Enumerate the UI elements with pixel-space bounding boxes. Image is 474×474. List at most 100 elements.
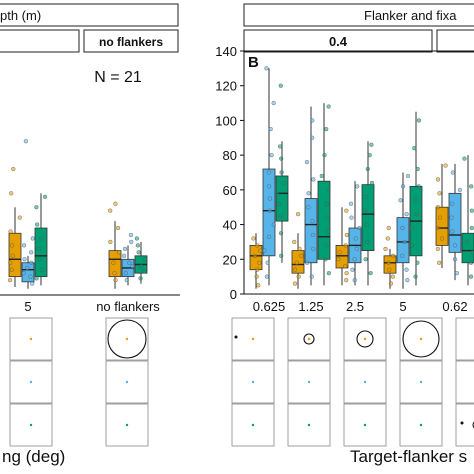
flanker-ring bbox=[402, 320, 440, 358]
data-point bbox=[450, 170, 455, 175]
stimulus-thumbnail bbox=[455, 403, 474, 447]
fixation-dot bbox=[419, 423, 423, 427]
data-point bbox=[262, 248, 267, 253]
data-point bbox=[344, 208, 349, 213]
data-point bbox=[416, 118, 422, 123]
data-point bbox=[116, 250, 122, 255]
data-point bbox=[310, 219, 315, 224]
data-point bbox=[405, 278, 410, 283]
data-point bbox=[469, 208, 474, 213]
data-point bbox=[306, 205, 311, 210]
fixation-dot bbox=[419, 380, 423, 384]
stimulus-thumbnail bbox=[399, 403, 443, 447]
data-point bbox=[383, 246, 388, 251]
fixation-dot bbox=[251, 337, 255, 341]
data-point bbox=[266, 170, 271, 175]
x-tick-label: 2.5 bbox=[346, 299, 364, 314]
fixation-dot bbox=[363, 337, 367, 341]
data-point bbox=[354, 246, 359, 251]
data-point bbox=[404, 212, 409, 217]
data-point bbox=[35, 222, 40, 227]
data-point bbox=[414, 212, 419, 217]
data-point bbox=[124, 278, 129, 283]
data-point bbox=[42, 194, 48, 199]
box-blue bbox=[448, 192, 462, 253]
data-point bbox=[294, 260, 299, 265]
data-point bbox=[142, 269, 147, 274]
data-point bbox=[435, 246, 440, 251]
data-point bbox=[468, 274, 474, 279]
left-x-tick-labels: 5 no flankers bbox=[24, 299, 160, 314]
right-x-axis-title: Target-flanker s bbox=[350, 447, 467, 466]
data-point bbox=[310, 135, 315, 140]
data-point bbox=[297, 246, 302, 251]
data-point bbox=[113, 278, 118, 283]
data-point bbox=[292, 281, 298, 286]
data-point bbox=[29, 260, 34, 265]
data-point bbox=[277, 144, 283, 149]
box-green bbox=[361, 184, 375, 252]
data-point bbox=[326, 229, 331, 234]
left-annotation: N = 21 bbox=[94, 69, 142, 86]
right-y-ticks: 0 20 40 60 80 100 120 140 bbox=[215, 44, 244, 302]
data-point bbox=[266, 234, 272, 239]
data-point bbox=[129, 239, 134, 245]
data-point bbox=[405, 173, 411, 179]
data-point bbox=[409, 225, 414, 231]
flanker-dot bbox=[460, 421, 464, 425]
y-tick-label: 100 bbox=[215, 113, 237, 128]
data-point bbox=[449, 215, 454, 220]
data-point bbox=[369, 142, 374, 147]
data-point bbox=[413, 274, 418, 279]
right-strip-top bbox=[243, 3, 474, 27]
data-point bbox=[25, 265, 30, 271]
data-point bbox=[387, 267, 392, 272]
data-point bbox=[336, 257, 341, 262]
left-strip-top bbox=[0, 3, 179, 27]
fixation-dot bbox=[125, 337, 129, 341]
data-point bbox=[17, 215, 22, 220]
data-point bbox=[30, 236, 35, 241]
data-point bbox=[326, 104, 331, 109]
data-point bbox=[437, 191, 442, 196]
data-point bbox=[324, 127, 329, 132]
x-tick-label: 5 bbox=[24, 299, 31, 314]
data-point bbox=[267, 184, 272, 189]
box-green bbox=[34, 227, 48, 278]
fixation-dot bbox=[363, 380, 367, 384]
data-point bbox=[470, 250, 474, 255]
data-point bbox=[252, 253, 258, 258]
data-point bbox=[134, 236, 139, 241]
data-point bbox=[138, 276, 143, 281]
data-point bbox=[39, 236, 44, 241]
data-point bbox=[450, 201, 455, 206]
data-point bbox=[306, 191, 311, 196]
data-point bbox=[363, 257, 368, 262]
data-point bbox=[111, 260, 116, 265]
data-point bbox=[363, 194, 368, 199]
data-point bbox=[9, 267, 14, 272]
data-point bbox=[365, 239, 370, 245]
data-point bbox=[468, 260, 474, 265]
data-point bbox=[299, 253, 304, 258]
data-point bbox=[279, 156, 284, 161]
data-point bbox=[128, 232, 134, 238]
data-point bbox=[255, 243, 260, 248]
data-point bbox=[322, 153, 327, 158]
data-point bbox=[385, 236, 390, 241]
data-point bbox=[353, 236, 358, 241]
data-point bbox=[113, 201, 118, 206]
data-point bbox=[311, 177, 316, 182]
left-x-axis-title: ng (deg) bbox=[2, 447, 65, 466]
data-point bbox=[416, 184, 421, 189]
data-point bbox=[251, 236, 256, 241]
data-point bbox=[404, 267, 409, 272]
fixation-dot bbox=[29, 423, 33, 427]
left-strip-sub-2 bbox=[83, 29, 179, 53]
data-point bbox=[278, 213, 284, 218]
x-tick-label: 0.625 bbox=[253, 299, 286, 314]
data-point bbox=[22, 257, 27, 262]
data-point bbox=[264, 274, 269, 279]
right-strip-sub-2 bbox=[436, 29, 474, 53]
